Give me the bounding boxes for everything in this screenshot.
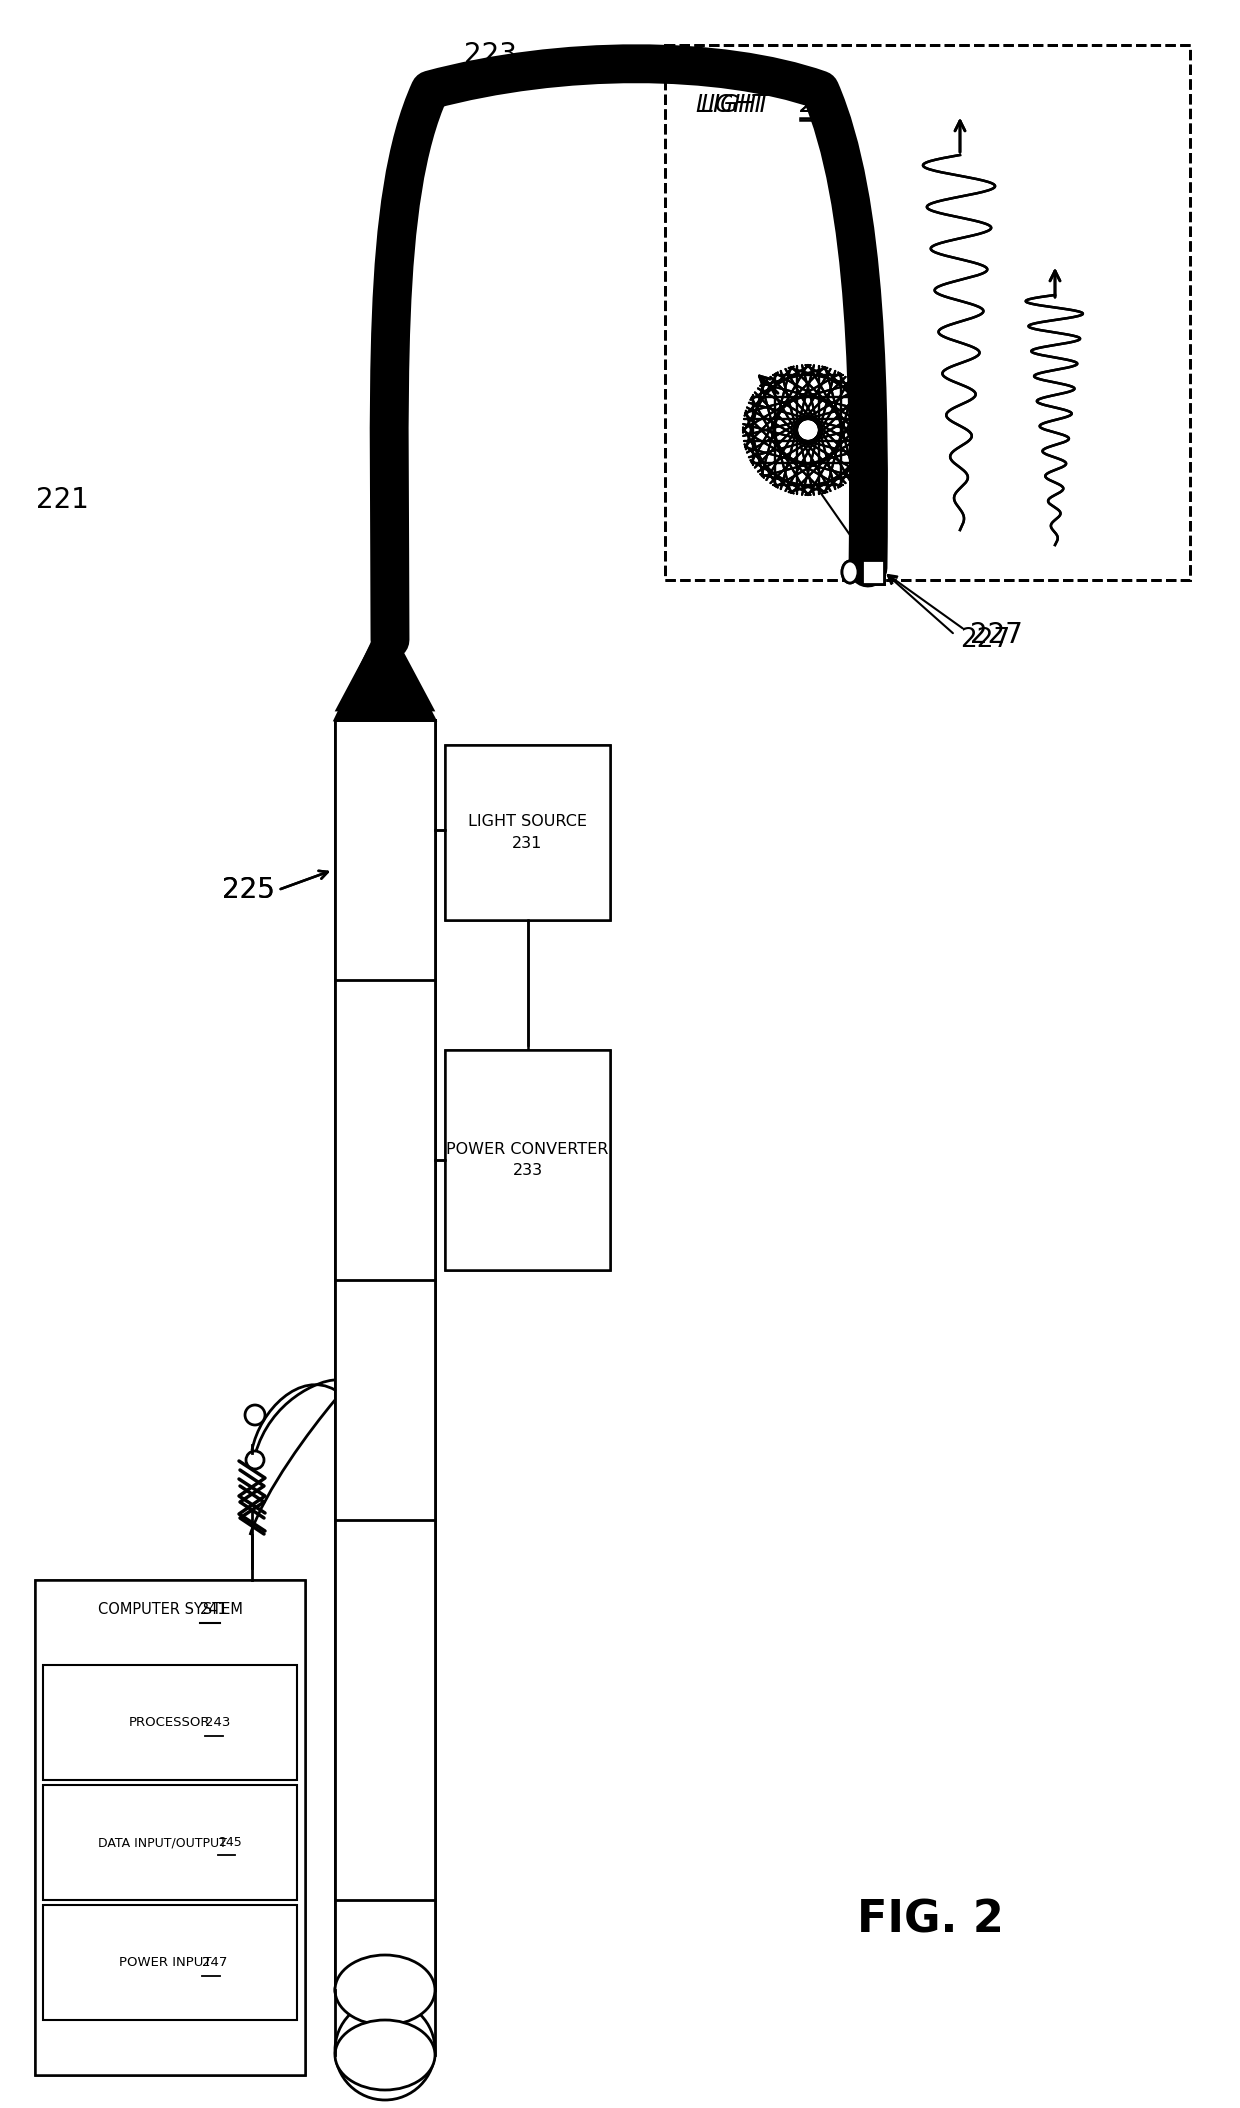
Ellipse shape	[842, 561, 858, 584]
Bar	[665, 44, 1190, 580]
Bar	[335, 721, 435, 1990]
Text: LIGHT: LIGHT	[694, 93, 765, 118]
Text: LIGHT SOURCE
231: LIGHT SOURCE 231	[467, 814, 587, 850]
Circle shape	[246, 1450, 264, 1469]
Text: 241: 241	[156, 1627, 184, 1642]
Bar	[43, 1785, 298, 1899]
Bar	[862, 561, 884, 584]
Bar	[445, 744, 610, 919]
Polygon shape	[335, 620, 435, 721]
Text: 245: 245	[218, 1836, 242, 1849]
Bar	[445, 1050, 610, 1269]
Text: LIGHT: LIGHT	[701, 93, 770, 118]
Text: DATA INPUT/OUTPUT: DATA INPUT/OUTPUT	[98, 1836, 227, 1849]
Bar	[445, 744, 610, 919]
Bar	[43, 1906, 298, 2019]
Text: 225: 225	[222, 877, 274, 904]
Text: POWER INPUT: POWER INPUT	[114, 1956, 206, 1969]
Text: 247: 247	[200, 1956, 226, 1969]
Text: POWER CONVERTER
233: POWER CONVERTER 233	[446, 1143, 609, 1178]
Ellipse shape	[335, 2000, 435, 2100]
Ellipse shape	[842, 561, 858, 584]
Ellipse shape	[335, 2019, 435, 2089]
Text: 243: 243	[205, 1716, 231, 1729]
Text: 229: 229	[800, 93, 844, 118]
Text: COMPUTER SYSTEM: COMPUTER SYSTEM	[98, 1602, 243, 1617]
Bar	[445, 1050, 610, 1269]
Text: COMPUTER SYSTEM: COMPUTER SYSTEM	[98, 1602, 243, 1617]
Text: 227: 227	[970, 622, 1023, 649]
Bar	[665, 44, 1190, 580]
Text: PROCESSOR: PROCESSOR	[129, 1716, 211, 1729]
Text: 223: 223	[464, 40, 517, 70]
Bar	[35, 1581, 305, 2074]
Text: DATA INPUT/OUTPUT: DATA INPUT/OUTPUT	[95, 1836, 224, 1849]
Text: 229: 229	[800, 93, 844, 118]
Text: 245: 245	[213, 1836, 237, 1849]
Text: 241: 241	[200, 1602, 228, 1617]
Bar	[335, 721, 435, 1990]
Text: 225: 225	[222, 877, 274, 904]
Text: POWER INPUT: POWER INPUT	[119, 1956, 211, 1969]
Text: 227: 227	[960, 626, 1011, 653]
Text: FIG. 2: FIG. 2	[857, 1899, 1003, 1941]
Text: POWER CONVERTER
233: POWER CONVERTER 233	[450, 1143, 605, 1178]
Text: LIGHT SOURCE
231: LIGHT SOURCE 231	[471, 814, 584, 850]
Circle shape	[246, 1406, 265, 1425]
Text: 243: 243	[205, 1716, 231, 1729]
Text: 221: 221	[36, 487, 88, 514]
Bar	[43, 1665, 298, 1779]
Bar	[35, 1581, 305, 2074]
Bar	[43, 1665, 298, 1779]
Text: PROCESSOR: PROCESSOR	[129, 1716, 211, 1729]
Text: 247: 247	[202, 1956, 227, 1969]
Ellipse shape	[335, 1954, 435, 2026]
Bar	[862, 561, 884, 584]
Ellipse shape	[335, 1960, 435, 2019]
Polygon shape	[337, 620, 433, 710]
Bar	[43, 1906, 298, 2019]
Bar	[43, 1785, 298, 1899]
